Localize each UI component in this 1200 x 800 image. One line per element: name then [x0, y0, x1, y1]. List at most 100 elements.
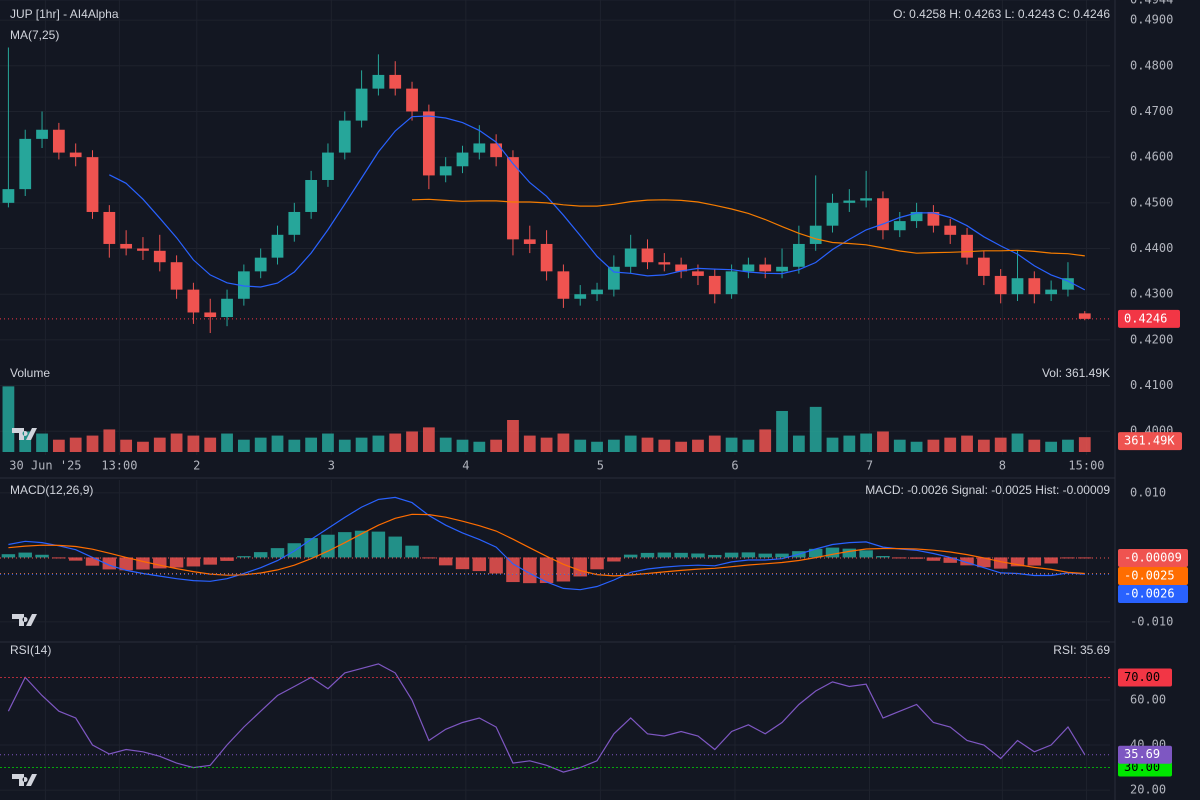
candle-body [137, 248, 149, 251]
y-tick-label: 0.4800 [1130, 58, 1173, 72]
x-tick-label: 2 [193, 459, 200, 473]
candle-body [490, 143, 503, 158]
candle-body [624, 248, 637, 267]
candle-body [322, 152, 334, 180]
candle-body [574, 294, 587, 299]
macd-title: MACD(12,26,9) [10, 483, 93, 497]
volume-bar [19, 431, 32, 452]
candle-body [877, 198, 889, 231]
volume-bar [237, 439, 250, 452]
y-tick-label: 60.00 [1130, 692, 1166, 706]
candle-body [776, 266, 788, 272]
volume-bar [389, 433, 402, 452]
price-badge [1118, 432, 1182, 451]
candle-body [708, 275, 721, 295]
badge-label: -0.0026 [1124, 587, 1175, 601]
volume-bar [204, 437, 217, 452]
candle-body [221, 298, 233, 318]
histogram-bar [960, 557, 974, 566]
candle-body [456, 152, 469, 167]
y-tick-label: 0.4300 [1130, 287, 1173, 301]
candle-body [557, 271, 570, 299]
candle-body [675, 264, 688, 272]
histogram-bar [237, 556, 251, 558]
histogram-bar [708, 554, 722, 558]
volume-bar [893, 439, 906, 452]
candle-body [1045, 289, 1058, 295]
histogram-bar [270, 548, 285, 558]
histogram-bar [825, 547, 840, 558]
candle-body [792, 243, 805, 267]
volume-bar [977, 439, 990, 452]
candle-body [927, 211, 940, 226]
volume-bar [1062, 439, 1074, 452]
volume-bar [170, 433, 183, 452]
volume-bar [1078, 437, 1091, 452]
badge-label: 70.00 [1124, 670, 1160, 684]
x-tick-label: 4 [462, 459, 469, 473]
volume-bar [708, 435, 721, 452]
candle-body [540, 243, 553, 272]
volume-bar [473, 441, 486, 452]
signal-line [8, 513, 1085, 577]
price-badge [1118, 745, 1172, 764]
candle-body [254, 257, 267, 272]
volume-bar [86, 435, 99, 452]
price-badge [1118, 567, 1188, 585]
candle-body [52, 129, 65, 153]
histogram-bar [926, 557, 941, 561]
histogram-bar [388, 536, 402, 558]
volume-bar [137, 441, 149, 452]
volume-bar [540, 437, 553, 452]
histogram-bar [1027, 557, 1042, 566]
candle-body [826, 202, 839, 226]
histogram-bar [993, 557, 1008, 569]
macd-line [8, 496, 1085, 591]
volume-bar [624, 435, 637, 452]
price-badge [1118, 549, 1188, 567]
volume-bar [910, 441, 923, 452]
histogram-bar [1061, 557, 1075, 559]
candle-body [86, 157, 99, 212]
volume-bar [187, 435, 200, 452]
histogram-bar [489, 557, 503, 574]
volume-bar [2, 386, 15, 452]
histogram-bar [68, 557, 83, 561]
histogram-bar [741, 552, 756, 558]
histogram-bar [169, 557, 184, 568]
rsi-title: RSI(14) [10, 643, 51, 657]
candle-body [658, 262, 671, 265]
candle-body [523, 239, 536, 244]
grid [0, 0, 1110, 800]
volume-bar [254, 437, 267, 452]
x-tick-label: 8 [999, 459, 1006, 473]
volume-bar [776, 410, 788, 452]
y-tick-label: 20.00 [1130, 783, 1166, 797]
volume-bar [1045, 441, 1058, 452]
candle-body [204, 312, 217, 318]
rsi-legend: RSI: 35.69 [1053, 643, 1110, 657]
candle-body [170, 262, 183, 290]
candle-body [977, 257, 990, 276]
logo-shape [12, 774, 37, 786]
candle-body [153, 250, 166, 263]
candle-body [120, 243, 133, 249]
histogram-bar [657, 552, 672, 558]
histogram-bar [590, 557, 604, 570]
volume-bar [153, 437, 166, 452]
volume-bar [305, 437, 318, 452]
price-badge [1118, 668, 1172, 687]
x-tick-label: 30 Jun '25 [9, 459, 81, 473]
ohlc-legend: O: 0.4258 H: 0.4263 L: 0.4243 C: 0.4246 [893, 7, 1110, 21]
y-tick-label: 0.010 [1130, 485, 1166, 499]
badge-label: 0.4246 [1124, 311, 1167, 325]
histogram-bar [253, 552, 268, 558]
volume-bar [860, 433, 873, 452]
x-tick-label: 3 [328, 459, 335, 473]
histogram-bar [186, 557, 201, 567]
histogram-bar [556, 557, 571, 582]
histogram-bar [674, 552, 688, 558]
volume-bar [338, 439, 351, 452]
candle-body [338, 120, 351, 153]
